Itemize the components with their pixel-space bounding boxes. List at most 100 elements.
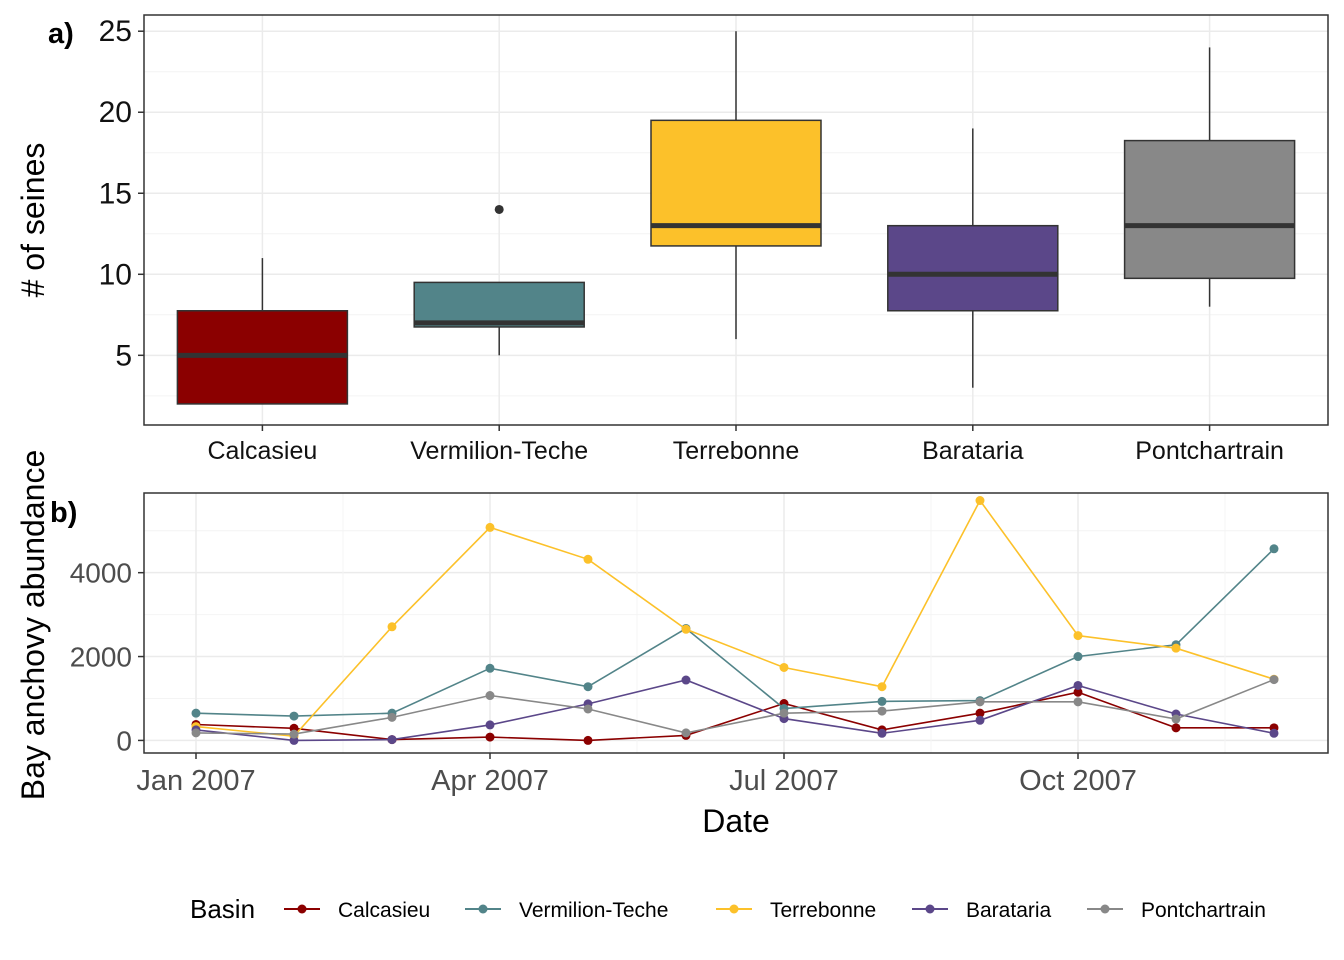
- boxplot-y-ticks: 5 10 15 20 25: [99, 15, 144, 372]
- x-tick-label: Jan 2007: [136, 765, 255, 797]
- x-tick-label-vermilion-teche: Vermilion-Teche: [410, 437, 588, 465]
- legend-label: Vermilion-Teche: [519, 899, 668, 922]
- line-series: [191, 496, 1279, 745]
- series-point: [1269, 728, 1279, 738]
- legend-item-barataria: Barataria: [912, 899, 1052, 922]
- series-point: [289, 735, 299, 745]
- series-point: [1073, 687, 1083, 697]
- series-point: [485, 732, 495, 742]
- series-point: [191, 708, 201, 718]
- series-point: [485, 691, 495, 701]
- y-tick-label: 5: [115, 339, 132, 372]
- series-point: [975, 715, 985, 725]
- x-tick-label: Oct 2007: [1019, 765, 1137, 797]
- series-point: [485, 522, 495, 532]
- box-iqr: [1123, 139, 1296, 280]
- y-tick-label: 2000: [70, 642, 132, 673]
- line-panel: 0 2000 4000 Jan 2007 Apr 2007 Jul 2007 Oct 20…: [15, 450, 1329, 839]
- series-point: [1171, 643, 1181, 653]
- legend-key-point: [297, 904, 307, 914]
- legend-label: Calcasieu: [338, 899, 430, 922]
- line-y-axis-title: Bay anchovy abundance: [15, 450, 51, 800]
- series-point: [877, 706, 887, 716]
- box-calcasieu: [176, 258, 349, 405]
- box-outlier: [494, 204, 504, 214]
- series-point: [583, 682, 593, 692]
- x-tick-label: Jul 2007: [729, 765, 839, 797]
- boxplot-y-axis-title: # of seines: [15, 143, 51, 298]
- legend: Basin Calcasieu Vermilion-Teche Terrebonne…: [190, 894, 1266, 924]
- series-point: [485, 720, 495, 730]
- series-line: [195, 691, 1274, 742]
- series-point: [1171, 723, 1181, 733]
- y-tick-label: 4000: [70, 558, 132, 589]
- boxplot-x-ticks: Calcasieu Vermilion-Teche Terrebonne Barata…: [208, 425, 1284, 465]
- series-terrebonne: [191, 496, 1279, 741]
- line-y-ticks: 0 2000 4000: [70, 558, 144, 756]
- legend-label: Barataria: [966, 899, 1052, 922]
- series-line: [195, 679, 1275, 742]
- legend-key-point: [1100, 904, 1110, 914]
- series-line: [195, 548, 1275, 717]
- panel-label-a: a): [48, 18, 74, 50]
- box-iqr: [887, 224, 1059, 312]
- series-vermilion-teche: [191, 544, 1279, 721]
- legend-label: Pontchartrain: [1141, 899, 1266, 922]
- line-x-ticks: Jan 2007 Apr 2007 Jul 2007 Oct 2007: [136, 753, 1137, 797]
- series-calcasieu: [191, 687, 1279, 745]
- series-point: [289, 711, 299, 721]
- legend-item-terrebonne: Terrebonne: [716, 899, 876, 922]
- series-point: [583, 554, 593, 564]
- y-tick-label: 20: [99, 96, 132, 129]
- x-tick-label-calcasieu: Calcasieu: [208, 437, 318, 465]
- line-gridlines: [144, 493, 1328, 753]
- series-point: [485, 663, 495, 673]
- series-point: [681, 624, 691, 634]
- series-point: [877, 696, 887, 706]
- y-tick-label: 25: [99, 15, 132, 48]
- y-tick-label: 0: [116, 725, 132, 756]
- series-point: [681, 728, 691, 738]
- series-line: [195, 678, 1275, 735]
- series-point: [583, 735, 593, 745]
- series-point: [1171, 714, 1181, 724]
- series-point: [975, 697, 985, 707]
- series-point: [779, 708, 789, 718]
- y-tick-label: 15: [99, 177, 132, 210]
- series-point: [877, 682, 887, 692]
- x-tick-label-barataria: Barataria: [922, 437, 1024, 465]
- series-pontchartrain: [191, 675, 1279, 739]
- series-point: [1073, 697, 1083, 707]
- x-tick-label-terrebonne: Terrebonne: [673, 437, 799, 465]
- series-point: [1073, 631, 1083, 641]
- series-point: [289, 729, 299, 739]
- legend-key-point: [729, 904, 739, 914]
- legend-item-pontchartrain: Pontchartrain: [1087, 899, 1266, 922]
- series-point: [975, 496, 985, 506]
- legend-item-vermilion-teche: Vermilion-Teche: [465, 899, 668, 922]
- box-vermilion-teche: [413, 204, 585, 356]
- legend-key-point: [478, 904, 488, 914]
- series-point: [1269, 544, 1279, 554]
- legend-key-point: [925, 904, 935, 914]
- series-point: [387, 712, 397, 722]
- line-panel-border: [143, 492, 1329, 754]
- series-point: [1073, 680, 1083, 690]
- series-point: [191, 728, 201, 738]
- x-tick-label: Apr 2007: [431, 765, 549, 797]
- series-point: [975, 708, 985, 718]
- series-point: [1269, 675, 1279, 685]
- boxplot-panel: 5 10 15 20 25 Calcasieu Vermilion-Teche Terreb…: [15, 14, 1329, 465]
- box-pontchartrain: [1123, 47, 1296, 307]
- legend-items: Calcasieu Vermilion-Teche Terrebonne Barata…: [284, 899, 1266, 922]
- legend-item-calcasieu: Calcasieu: [284, 899, 430, 922]
- box-barataria: [887, 128, 1059, 388]
- series-line: [195, 498, 1275, 738]
- series-point: [779, 662, 789, 672]
- series-point: [387, 735, 397, 745]
- legend-title: Basin: [190, 894, 255, 924]
- line-x-axis-title: Date: [702, 803, 770, 839]
- y-tick-label: 10: [99, 258, 132, 291]
- panel-label-b: b): [50, 497, 77, 529]
